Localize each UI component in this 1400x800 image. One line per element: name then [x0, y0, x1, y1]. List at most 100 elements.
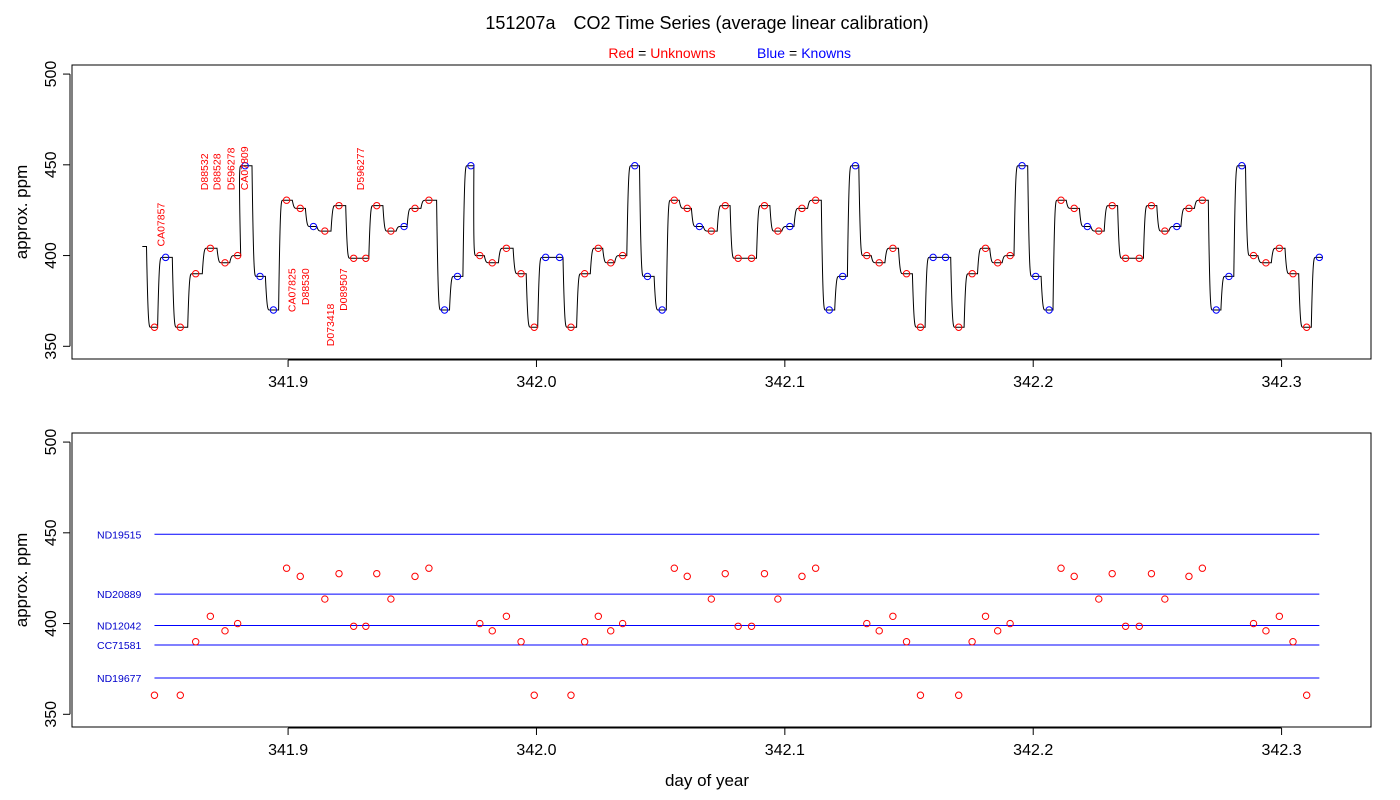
unknown-point	[607, 259, 615, 267]
unknown-point	[916, 323, 925, 331]
legend-blue-key: Blue	[757, 45, 785, 61]
sample-id-label: D089507	[338, 268, 350, 311]
known-point	[541, 253, 550, 262]
unknown-point	[176, 323, 184, 331]
unknown-point	[734, 622, 742, 630]
unknown-point	[1070, 572, 1078, 581]
known-point	[555, 253, 564, 262]
unknown-point	[530, 323, 538, 331]
known-point	[1173, 222, 1181, 231]
unknown-point	[349, 622, 358, 630]
unknown-point	[335, 569, 343, 578]
unknown-point	[863, 251, 871, 260]
sample-id-label: D073418	[325, 303, 337, 346]
sample-id-label: CA07809	[239, 146, 251, 190]
unknown-point	[1070, 204, 1078, 213]
x-tick-label: 342.1	[765, 742, 805, 759]
unknown-point	[902, 638, 911, 646]
unknown-point	[1108, 569, 1116, 578]
unknown-point	[594, 612, 603, 620]
top-sample-points	[150, 162, 1324, 331]
known-point	[453, 272, 462, 281]
known-point	[1315, 253, 1324, 262]
unknown-point	[362, 254, 370, 262]
top-time-series-trace	[142, 165, 1323, 328]
unknown-point	[993, 259, 1002, 267]
known-point	[825, 306, 833, 314]
unknown-point	[1198, 196, 1207, 204]
unknown-point	[282, 564, 291, 572]
known-point	[1083, 222, 1092, 231]
sample-id-label: D88530	[300, 268, 312, 305]
unknown-point	[811, 196, 820, 204]
unknown-point	[1161, 595, 1169, 603]
unknown-point	[321, 227, 329, 235]
y-tick-label: 400	[43, 610, 60, 637]
standard-name-label: ND19677	[97, 673, 142, 685]
known-point	[440, 306, 449, 314]
run-id: 151207a	[485, 13, 556, 33]
y-tick-label: 500	[43, 61, 60, 88]
unknown-point	[425, 564, 433, 572]
unknown-point	[206, 244, 215, 252]
unknown-point	[1275, 612, 1284, 620]
unknown-point	[954, 323, 963, 331]
unknown-point	[1289, 270, 1297, 278]
unknown-point	[811, 564, 820, 572]
chart-title: 151207a CO2 Time Series (average linear c…	[485, 13, 928, 33]
unknown-point	[670, 196, 679, 204]
x-tick-label: 341.9	[268, 374, 308, 391]
unknown-point	[349, 254, 358, 262]
unknown-point	[863, 619, 871, 628]
unknown-point	[150, 323, 159, 331]
unknown-point	[1249, 251, 1258, 260]
y-tick-label: 450	[43, 151, 60, 178]
bottom-y-axis: 350 400 450 500	[43, 429, 71, 728]
sample-id-label: D596278	[226, 147, 238, 190]
unknown-point	[981, 612, 990, 620]
unknown-point	[902, 270, 911, 278]
unknown-point	[476, 251, 484, 260]
known-point	[1018, 162, 1026, 170]
standard-name-label: ND12042	[97, 621, 142, 633]
y-tick-label: 400	[43, 242, 60, 269]
unknown-point	[618, 251, 627, 260]
unknown-point	[875, 627, 883, 635]
unknown-point	[233, 619, 242, 628]
unknown-point	[373, 201, 381, 210]
unknown-point	[954, 691, 963, 699]
unknown-point	[1262, 259, 1270, 267]
known-point	[161, 253, 170, 262]
unknown-point	[707, 227, 716, 235]
unknown-point	[707, 595, 716, 603]
known-point	[1225, 272, 1233, 281]
legend-red-key: Red	[608, 45, 634, 61]
known-point	[658, 306, 666, 314]
unknown-point	[321, 595, 329, 603]
known-point	[1045, 306, 1053, 314]
unknown-point	[1147, 201, 1156, 210]
known-point	[467, 162, 475, 170]
standard-name-label: CC71581	[97, 640, 142, 652]
unknown-point	[889, 612, 897, 620]
unknown-point	[747, 254, 756, 262]
bottom-plot-frame	[71, 432, 1372, 728]
y-tick-label: 350	[43, 701, 60, 728]
unknown-point	[993, 627, 1002, 635]
known-point	[309, 222, 318, 231]
unknown-point	[1095, 227, 1103, 235]
unknown-point	[683, 572, 691, 581]
unknown-point	[683, 204, 691, 213]
unknown-point	[233, 251, 242, 260]
x-axis-label: day of year	[665, 771, 749, 790]
top-plot-frame	[71, 64, 1372, 360]
unknown-point	[774, 595, 782, 603]
unknown-point	[916, 691, 925, 699]
unknown-point	[760, 201, 769, 210]
unknown-point	[425, 196, 433, 204]
unknown-point	[1006, 251, 1014, 260]
unknown-point	[721, 201, 729, 210]
known-point	[269, 306, 278, 314]
known-point	[400, 222, 408, 231]
